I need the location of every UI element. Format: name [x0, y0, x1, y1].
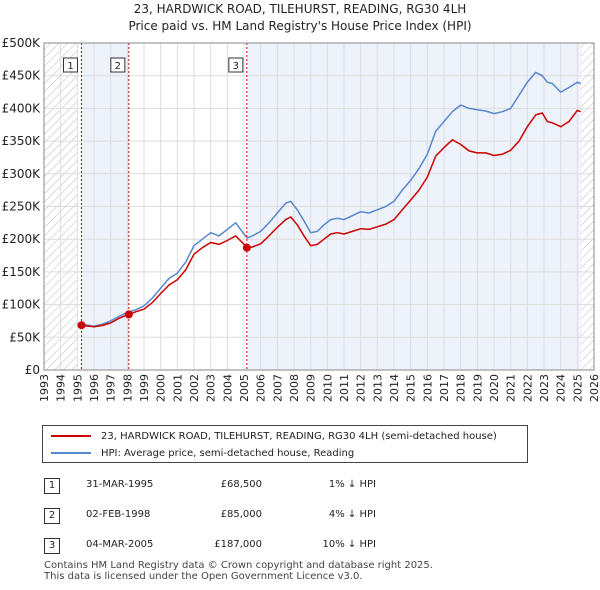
- legend: 23, HARDWICK ROAD, TILEHURST, READING, R…: [42, 425, 528, 463]
- transaction-price: £85,000: [220, 509, 262, 520]
- table-row: 2 02-FEB-1998 £85,000 4% ↓ HPI: [42, 508, 562, 528]
- x-tick-label: 2018: [455, 374, 468, 402]
- y-tick-label: £100K: [2, 298, 42, 312]
- y-tick-label: £150K: [2, 265, 42, 279]
- legend-label-property: 23, HARDWICK ROAD, TILEHURST, READING, R…: [101, 430, 497, 442]
- x-tick-label: 2025: [571, 374, 584, 402]
- transaction-date: 04-MAR-2005: [86, 539, 154, 550]
- transaction-hpi: 1% ↓ HPI: [328, 479, 376, 490]
- x-tick-label: 2019: [471, 374, 484, 402]
- sale-point: [242, 243, 251, 252]
- legend-swatch-property: [51, 435, 91, 437]
- transaction-date: 02-FEB-1998: [86, 509, 151, 520]
- legend-item-property: 23, HARDWICK ROAD, TILEHURST, READING, R…: [51, 428, 497, 444]
- x-tick-label: 1996: [88, 374, 101, 402]
- y-tick-label: £50K: [9, 330, 41, 344]
- sale-label: 1: [67, 61, 73, 72]
- footer: Contains HM Land Registry data © Crown c…: [44, 560, 433, 582]
- property-series-line: [81, 109, 581, 328]
- x-tick-label: 2021: [505, 374, 518, 402]
- y-tick-label: £500K: [2, 36, 42, 50]
- x-tick-label: 2011: [338, 374, 351, 402]
- footer-copyright: Contains HM Land Registry data © Crown c…: [44, 560, 433, 571]
- y-tick-label: £0: [25, 363, 40, 377]
- y-tick-label: £200K: [2, 232, 42, 246]
- x-tick-label: 2012: [355, 374, 368, 402]
- transaction-price: £68,500: [220, 479, 262, 490]
- x-tick-label: 2007: [271, 374, 284, 402]
- y-tick-label: £300K: [2, 167, 42, 181]
- transaction-hpi: 4% ↓ HPI: [328, 509, 376, 520]
- x-tick-label: 2015: [405, 374, 418, 402]
- transaction-badge: 1: [44, 478, 60, 494]
- chart-title-line1: 23, HARDWICK ROAD, TILEHURST, READING, R…: [133, 2, 467, 16]
- table-row: 3 04-MAR-2005 £187,000 10% ↓ HPI: [42, 538, 562, 558]
- footer-licence: This data is licensed under the Open Gov…: [44, 571, 363, 582]
- y-tick-label: £400K: [2, 101, 42, 115]
- table-row: 1 31-MAR-1995 £68,500 1% ↓ HPI: [42, 478, 562, 498]
- x-tick-label: 2004: [221, 374, 234, 402]
- hpi-series-line: [77, 71, 581, 327]
- x-tick-label: 2002: [188, 374, 201, 402]
- x-tick-label: 1994: [55, 374, 68, 402]
- x-tick-label: 2008: [288, 374, 301, 402]
- chart-title-line2: Price paid vs. HM Land Registry's House …: [128, 19, 472, 33]
- x-tick-label: 2000: [155, 374, 168, 402]
- transaction-hpi: 10% ↓ HPI: [322, 539, 376, 550]
- x-tick-label: 2003: [205, 374, 218, 402]
- x-tick-label: 1998: [121, 374, 134, 402]
- sale-label-box: [110, 57, 126, 73]
- y-tick-label: £350K: [2, 134, 42, 148]
- x-tick-label: 2016: [421, 374, 434, 402]
- x-tick-label: 2005: [238, 374, 251, 402]
- x-tick-label: 2024: [555, 374, 568, 402]
- chart-area: 1 2 3 £0 £50K £100K £150K £200K £250K £300K £350K…: [2, 36, 600, 402]
- x-tick-label: 2006: [255, 374, 268, 402]
- x-tick-label: 2017: [438, 374, 451, 402]
- transaction-date: 31-MAR-1995: [86, 479, 154, 490]
- x-tick-label: 2009: [305, 374, 318, 402]
- x-tick-label: 2010: [321, 374, 334, 402]
- x-tick-label: 2026: [588, 374, 600, 402]
- legend-label-hpi: HPI: Average price, semi-detached house,…: [101, 447, 355, 459]
- x-tick-label: 1995: [71, 374, 84, 402]
- x-tick-label: 1997: [105, 374, 118, 402]
- x-tick-label: 2014: [388, 374, 401, 402]
- x-tick-label: 2022: [521, 374, 534, 402]
- sale-label: 2: [115, 61, 121, 72]
- transaction-price: £187,000: [214, 539, 262, 550]
- sale-point: [124, 310, 133, 319]
- y-tick-label: £450K: [2, 69, 42, 83]
- transaction-badge: 2: [44, 508, 60, 524]
- x-tick-label: 1999: [138, 374, 151, 402]
- y-tick-label: £250K: [2, 200, 42, 214]
- x-tick-label: 1993: [38, 374, 51, 402]
- legend-item-hpi: HPI: Average price, semi-detached house,…: [51, 445, 354, 461]
- plot-border: [43, 42, 595, 371]
- sale-point: [77, 321, 86, 330]
- sale-label-box: [63, 57, 78, 73]
- x-tick-label: 2020: [488, 374, 501, 402]
- x-tick-label: 2001: [171, 374, 184, 402]
- x-tick-label: 2023: [538, 374, 551, 402]
- legend-swatch-hpi: [51, 452, 91, 454]
- transaction-badge: 3: [44, 538, 60, 554]
- sale-label: 3: [233, 61, 239, 72]
- sale-label-box: [228, 57, 244, 73]
- x-tick-label: 2013: [371, 374, 384, 402]
